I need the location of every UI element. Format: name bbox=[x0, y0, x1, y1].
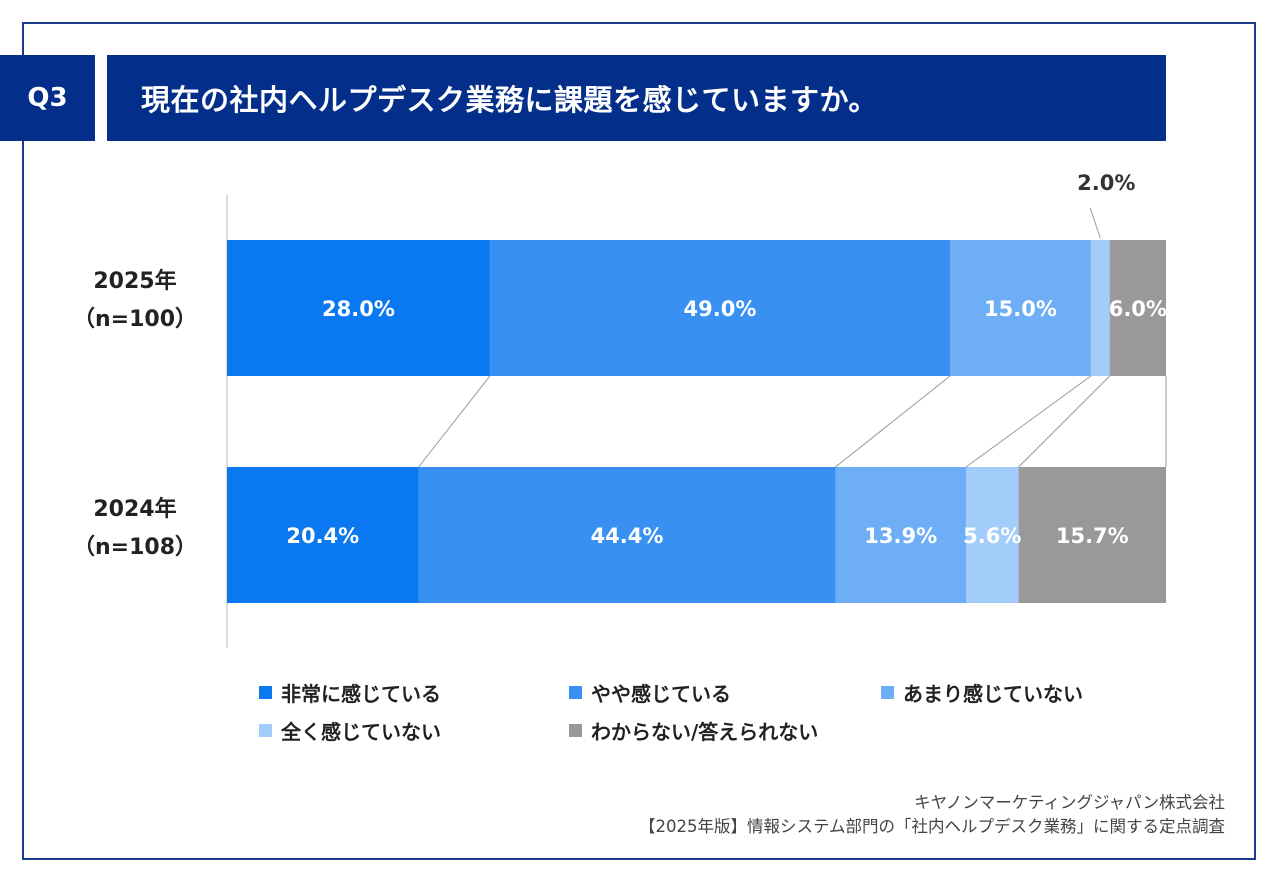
row-label-2024: 2024年 （n=108） bbox=[60, 491, 210, 567]
question-number: Q3 bbox=[27, 83, 68, 113]
legend-item-4: わからない/答えられない bbox=[569, 716, 818, 745]
value-label-2025-0: 28.0% bbox=[322, 297, 395, 321]
value-label-2025-3: 2.0% bbox=[1077, 171, 1135, 195]
legend-label-1: やや感じている bbox=[591, 682, 731, 706]
value-label-2025-1: 49.0% bbox=[684, 297, 757, 321]
source-company: キヤノンマーケティングジャパン株式会社 bbox=[914, 793, 1225, 812]
bar-segment-2024-2 bbox=[835, 467, 966, 603]
bar-segment-2025-4 bbox=[1109, 240, 1166, 376]
bar-segment-2024-3 bbox=[965, 467, 1019, 603]
value-label-2025-4: 6.0% bbox=[1109, 297, 1167, 321]
bar-segment-2024-0 bbox=[227, 467, 419, 603]
value-label-2024-3: 5.6% bbox=[963, 524, 1021, 548]
question-title: 現在の社内ヘルプデスク業務に課題を感じていますか。 bbox=[141, 83, 878, 117]
legend-swatch-0 bbox=[259, 686, 272, 699]
legend-item-0: 非常に感じている bbox=[259, 678, 441, 707]
legend-item-1: やや感じている bbox=[569, 678, 731, 707]
question-title-banner: 現在の社内ヘルプデスク業務に課題を感じていますか。 bbox=[107, 55, 1166, 141]
connector-line-3 bbox=[1018, 375, 1111, 468]
value-label-2024-0: 20.4% bbox=[286, 524, 359, 548]
question-number-badge: Q3 bbox=[0, 55, 95, 141]
bar-segment-2025-2 bbox=[950, 240, 1091, 376]
source-note: キヤノンマーケティングジャパン株式会社 【2025年版】情報システム部門の「社内… bbox=[639, 791, 1225, 839]
value-label-2024-2: 13.9% bbox=[864, 524, 937, 548]
source-survey: 【2025年版】情報システム部門の「社内ヘルプデスク業務」に関する定点調査 bbox=[639, 817, 1225, 836]
legend-item-3: 全く感じていない bbox=[259, 716, 441, 745]
row-n-2025: （n=100） bbox=[72, 307, 198, 332]
outer-frame bbox=[22, 22, 1256, 860]
bar-segment-2025-0 bbox=[227, 240, 490, 376]
value-leader-2025-3 bbox=[1089, 207, 1101, 239]
bar-segment-2024-4 bbox=[1018, 467, 1166, 603]
row-year-2024: 2024年 bbox=[93, 497, 177, 522]
row-year-2025: 2025年 bbox=[93, 269, 177, 294]
connector-line-2 bbox=[965, 375, 1092, 468]
connector-line-1 bbox=[835, 375, 951, 468]
bar-segment-2025-3 bbox=[1090, 240, 1110, 376]
legend-swatch-4 bbox=[569, 724, 582, 737]
legend-label-0: 非常に感じている bbox=[281, 682, 441, 706]
legend-label-4: わからない/答えられない bbox=[591, 720, 819, 744]
legend-swatch-2 bbox=[881, 686, 894, 699]
value-label-2024-1: 44.4% bbox=[591, 524, 664, 548]
legend-swatch-3 bbox=[259, 724, 272, 737]
bar-segment-2024-1 bbox=[418, 467, 836, 603]
legend-label-2: あまり感じていない bbox=[903, 682, 1083, 706]
legend-label-3: 全く感じていない bbox=[281, 720, 441, 744]
value-label-2025-2: 15.0% bbox=[984, 297, 1057, 321]
legend-swatch-1 bbox=[569, 686, 582, 699]
value-label-2024-4: 15.7% bbox=[1056, 524, 1129, 548]
row-n-2024: （n=108） bbox=[72, 535, 198, 560]
legend-item-2: あまり感じていない bbox=[881, 678, 1083, 707]
row-label-2025: 2025年 （n=100） bbox=[60, 263, 210, 339]
bar-segment-2025-1 bbox=[489, 240, 951, 376]
connector-line-0 bbox=[418, 375, 491, 468]
